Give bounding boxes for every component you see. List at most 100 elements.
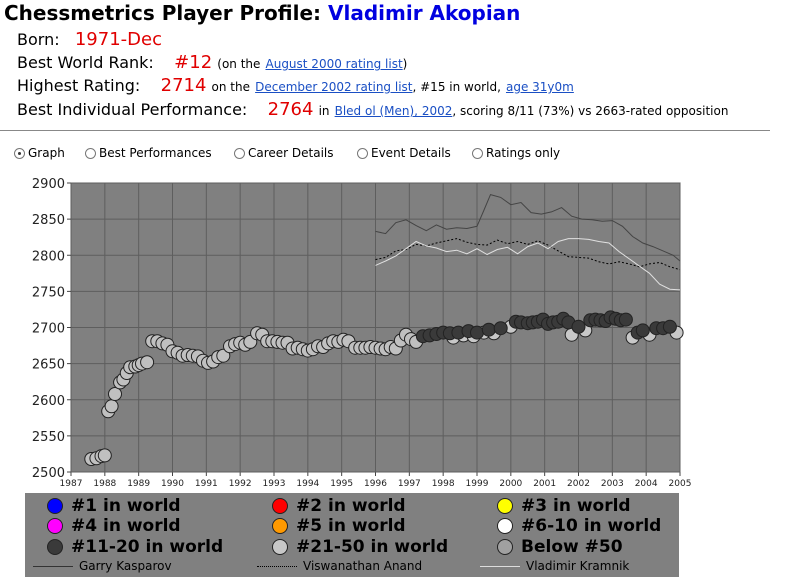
radio-career-details-label: Career Details (248, 146, 334, 160)
title-prefix: Chessmetrics Player Profile: (4, 1, 322, 25)
x-tick-label: 1987 (60, 479, 83, 489)
rating-point (635, 323, 650, 338)
y-tick-label: 2700 (32, 322, 65, 337)
x-tick-label: 1992 (229, 479, 252, 489)
y-tick-label: 2600 (32, 394, 65, 409)
radio-event-details-label: Event Details (371, 146, 451, 160)
performance-post: , scoring 8/11 (73%) vs 2663-rated oppos… (452, 104, 729, 118)
legend-rank-3: #3 in world (497, 496, 631, 516)
x-tick-label: 1998 (432, 479, 455, 489)
series-line-vladimir-kramnik (375, 238, 681, 291)
legend-rank-1-label: #1 in world (71, 496, 181, 516)
legend-rank-21-50: #21-50 in world (272, 537, 448, 557)
chart-legend: #1 in world #2 in world #3 in world #4 i… (25, 493, 679, 577)
legend-kramnik-label: Vladimir Kramnik (526, 559, 630, 573)
radio-career-details[interactable]: Career Details (234, 146, 334, 160)
y-tick-label: 2550 (32, 430, 65, 445)
rating-point (662, 319, 677, 334)
rating-point (493, 321, 508, 336)
legend-kramnik-line (480, 565, 520, 567)
legend-rank-4: #4 in world (47, 516, 181, 536)
rank-post: ) (402, 57, 408, 71)
legend-rank-6-10: #6-10 in world (497, 516, 661, 536)
series-line-viswanathan-anand (375, 238, 681, 271)
rating-chart: 1987 1988 1989 1990 1991 1992 1993 1994 1995 1996… (32, 177, 692, 489)
y-tick-label: 2900 (32, 177, 65, 192)
highest-value: 2714 (160, 75, 207, 96)
highest-pre: on the (211, 80, 251, 94)
rating-point (571, 319, 586, 334)
rating-point (470, 325, 484, 340)
x-tick-label: 1996 (364, 479, 387, 489)
legend-rank-3-marker (497, 498, 513, 514)
x-tick-label: 2001 (533, 479, 556, 489)
divider (0, 130, 770, 131)
legend-rank-6-10-label: #6-10 in world (521, 516, 662, 536)
highest-row: Highest Rating: 2714 on the December 200… (17, 75, 574, 96)
radio-ratings-only-label: Ratings only (486, 146, 561, 160)
legend-kasparov-label: Garry Kasparov (79, 559, 172, 573)
rank-list-link[interactable]: August 2000 rating list (265, 57, 403, 71)
legend-rank-21-50-marker (272, 539, 288, 555)
highest-mid: , #15 in world, (412, 80, 501, 94)
legend-kasparov-line (33, 565, 73, 567)
legend-rank-11-20-marker (47, 539, 63, 555)
performance-value: 2764 (267, 99, 314, 120)
rating-point (97, 448, 112, 463)
legend-below-50: Below #50 (497, 537, 623, 557)
legend-kasparov: Garry Kasparov (33, 559, 172, 573)
radio-best-performances-dot[interactable] (85, 147, 96, 159)
highest-label: Highest Rating: (17, 76, 141, 95)
age-link[interactable]: age 31y0m (505, 80, 574, 94)
radio-graph-label: Graph (28, 146, 65, 160)
radio-ratings-only-dot[interactable] (472, 147, 483, 159)
page-title: Chessmetrics Player Profile: Vladimir Ak… (4, 1, 520, 25)
x-tick-label: 1990 (161, 479, 184, 489)
x-tick-label: 1995 (330, 479, 353, 489)
radio-graph[interactable]: Graph (14, 146, 65, 160)
event-link[interactable]: Bled ol (Men), 2002 (334, 104, 453, 118)
radio-best-performances[interactable]: Best Performances (85, 146, 212, 160)
radio-event-details-dot[interactable] (357, 147, 368, 159)
x-tick-label: 2005 (669, 479, 692, 489)
legend-anand-line (257, 565, 297, 567)
y-tick-label: 2750 (32, 285, 65, 300)
legend-rank-21-50-label: #21-50 in world (296, 537, 449, 557)
legend-rank-1: #1 in world (47, 496, 181, 516)
x-tick-label: 1994 (296, 479, 319, 489)
radio-ratings-only[interactable]: Ratings only (472, 146, 560, 160)
legend-rank-4-marker (47, 518, 63, 534)
y-tick-label: 2850 (32, 213, 65, 228)
x-tick-label: 1997 (398, 479, 421, 489)
radio-graph-dot[interactable] (14, 147, 25, 159)
legend-rank-11-20-label: #11-20 in world (71, 537, 224, 557)
player-name: Vladimir Akopian (328, 1, 521, 25)
legend-rank-4-label: #4 in world (71, 516, 181, 536)
born-row: Born: 1971-Dec (17, 29, 162, 50)
legend-rank-2: #2 in world (272, 496, 406, 516)
legend-rank-1-marker (47, 498, 63, 514)
radio-event-details[interactable]: Event Details (357, 146, 451, 160)
x-tick-label: 1989 (127, 479, 150, 489)
x-tick-label: 1988 (93, 479, 116, 489)
rating-point (481, 322, 496, 337)
x-tick-label: 1999 (466, 479, 489, 489)
legend-rank-5-marker (272, 518, 288, 534)
legend-rank-3-label: #3 in world (521, 496, 631, 516)
highest-list-link[interactable]: December 2002 rating list (255, 80, 413, 94)
radio-best-performances-label: Best Performances (99, 146, 212, 160)
rank-row: Best World Rank: #12 (on the August 2000… (17, 52, 407, 73)
performance-label: Best Individual Performance: (17, 100, 248, 119)
x-tick-label: 2003 (601, 479, 624, 489)
x-tick-label: 1993 (263, 479, 286, 489)
x-tick-label: 2002 (567, 479, 590, 489)
rating-point (104, 399, 119, 414)
legend-rank-2-label: #2 in world (296, 496, 406, 516)
radio-career-details-dot[interactable] (234, 147, 245, 159)
rating-point (108, 387, 122, 401)
legend-rank-6-10-marker (497, 518, 513, 534)
rating-point (216, 348, 231, 363)
legend-below-50-label: Below #50 (521, 537, 623, 557)
born-value: 1971-Dec (74, 29, 162, 50)
series-line-garry-kasparov (375, 194, 681, 262)
